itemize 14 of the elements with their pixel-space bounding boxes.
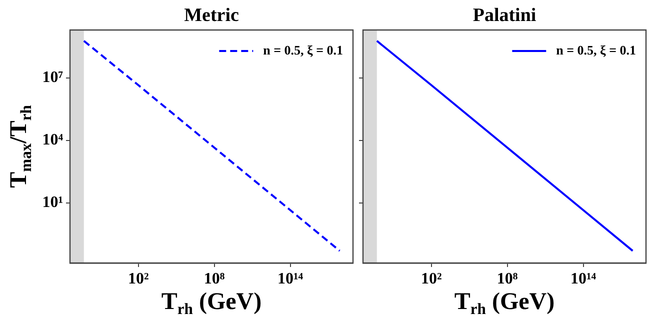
y-axis-title: Tmax/Trh [6,104,36,188]
x-tick-label: 10² [128,270,149,288]
x-tick-label: 10⁸ [204,270,225,288]
chart-title: Metric [184,4,239,26]
y-tick-label: 10⁴ [42,132,64,149]
x-tick-label: 10¹⁴ [570,270,596,288]
y-tick-label: 10¹ [42,194,64,212]
x-tick-label: 10⁸ [496,270,518,288]
chart-title: Palatini [472,4,536,26]
x-tick-label: 10¹⁴ [277,270,304,288]
legend-label: n = 0.5, ξ = 0.1 [556,42,636,58]
legend-label: n = 0.5, ξ = 0.1 [263,42,344,58]
x-tick-label: 10² [420,270,442,288]
y-tick-label: 10⁷ [42,69,64,86]
